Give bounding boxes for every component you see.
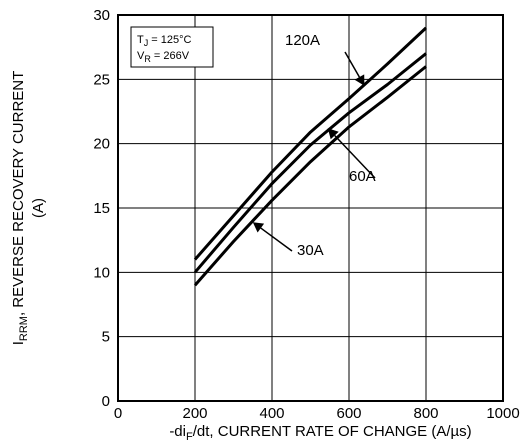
junction-temperature-note: TJ = 125°C [137,34,192,48]
series-label: 30A [297,242,324,259]
y-tick-labels: 0 5 10 15 20 25 30 [93,7,110,410]
x-tick-labels: 0 200 400 600 800 1000 [114,405,520,422]
conditions-frame [130,26,214,68]
plot-frame [117,14,504,402]
callout-arrowhead [354,74,365,86]
y-axis-label: IRRM, REVERSE RECOVERY CURRENT [10,71,30,346]
callout-line [334,134,376,179]
reverse-voltage-note: VR = 266V [137,50,190,64]
y-tick-label: 25 [93,71,110,88]
x-tick-label: 600 [336,405,361,422]
x-tick-label: 1000 [486,405,519,422]
callout-line [260,227,293,252]
x-tick-label: 800 [413,405,438,422]
x-axis-label: -diF/dt, CURRENT RATE OF CHANGE (A/µs) [169,423,471,443]
series-group [193,26,428,287]
series-label: 60A [349,168,376,185]
series-line [193,65,427,287]
y-tick-label: 10 [93,264,110,281]
x-tick-label: 200 [182,405,207,422]
conditions-box: TJ = 125°C VR = 266V [130,26,214,68]
y-tick-label: 5 [102,329,110,346]
y-tick-label: 30 [93,7,110,24]
series-label: 120A [285,32,320,49]
y-axis-label-group: IRRM, REVERSE RECOVERY CURRENT (A) [10,71,47,346]
y-tick-label: 15 [93,200,110,217]
grid [118,15,503,401]
series-labels: 120A 60A 30A [252,32,376,259]
series-line [193,26,428,261]
x-tick-label: 400 [259,405,284,422]
y-axis-unit: (A) [30,198,47,218]
y-tick-label: 0 [102,393,110,410]
x-tick-label: 0 [114,405,122,422]
series-line [193,52,427,274]
y-tick-label: 20 [93,136,110,153]
callout-arrowhead [252,222,265,233]
callout-arrowhead [327,128,339,140]
callout-line [344,51,361,78]
